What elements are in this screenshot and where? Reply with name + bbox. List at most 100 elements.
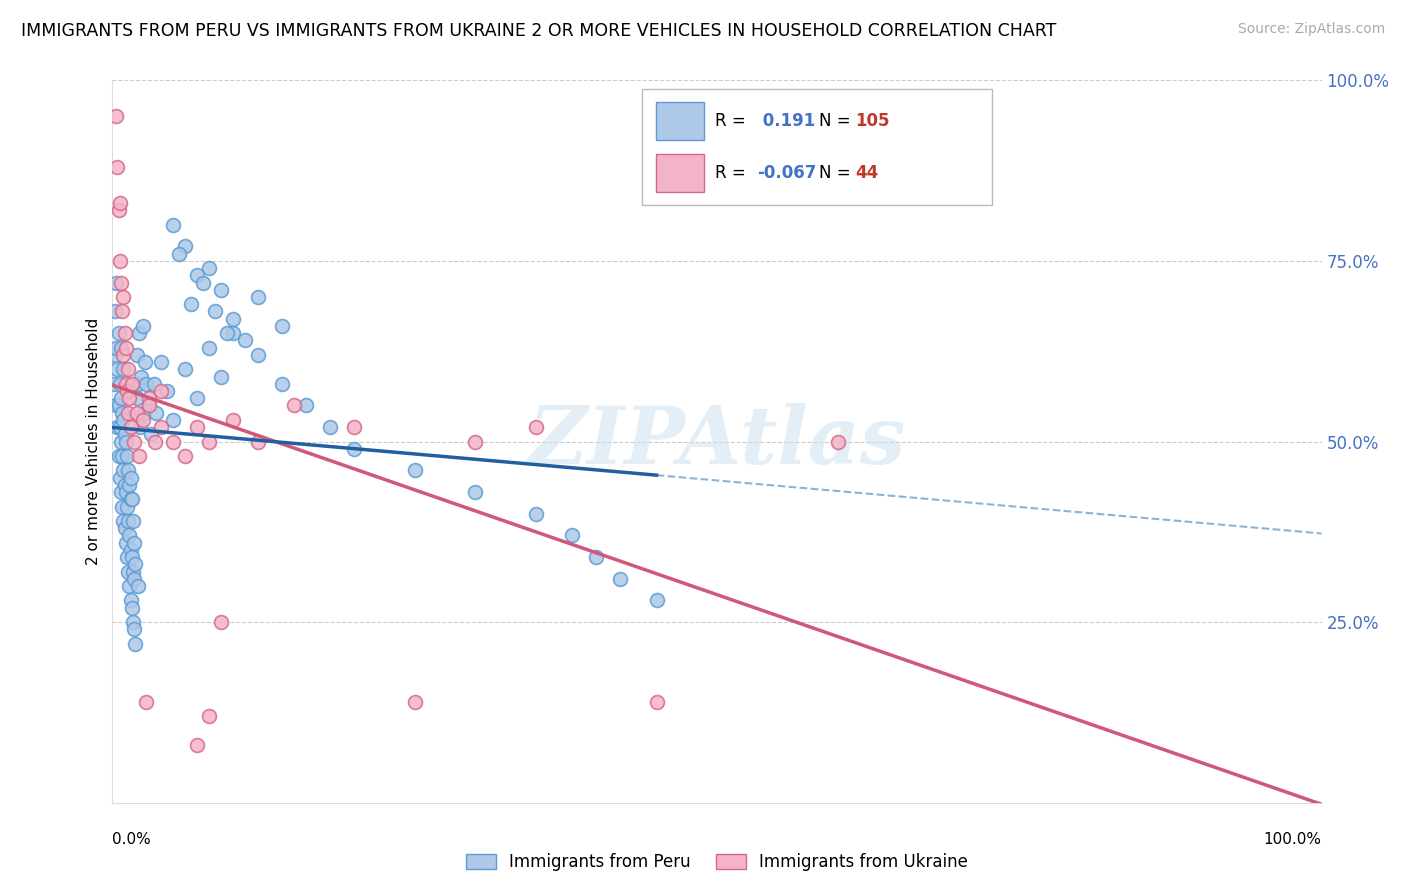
Point (114, 478, 136, 492)
Text: N =: N = (818, 164, 851, 182)
Point (120, 542, 142, 557)
Point (114, 434, 136, 449)
Point (186, 738, 208, 752)
Point (110, 485, 132, 500)
Point (110, 434, 132, 449)
Point (191, 276, 214, 290)
Point (108, 376, 131, 391)
Point (217, 326, 239, 340)
Point (124, 637, 146, 651)
Point (142, 376, 165, 391)
Point (645, 593, 668, 607)
Point (464, 434, 486, 449)
Point (114, 341, 136, 355)
Point (198, 709, 221, 723)
Point (114, 535, 136, 549)
Point (132, 318, 155, 333)
Point (120, 470, 142, 484)
Point (107, 326, 129, 340)
Point (283, 398, 305, 412)
Point (110, 276, 132, 290)
Point (112, 413, 135, 427)
Point (105, 398, 128, 412)
Point (343, 442, 366, 456)
Point (121, 376, 143, 391)
Point (222, 326, 245, 340)
Point (122, 623, 145, 637)
Point (174, 362, 197, 376)
Point (122, 434, 145, 449)
Point (120, 492, 142, 507)
Point (138, 398, 160, 412)
Point (117, 514, 139, 528)
Point (105, 341, 128, 355)
Point (122, 572, 145, 586)
Point (149, 420, 172, 434)
Point (118, 478, 141, 492)
Point (343, 420, 366, 434)
Point (108, 420, 131, 434)
Point (134, 355, 156, 369)
Point (174, 449, 197, 463)
Point (125, 348, 148, 362)
Point (270, 376, 292, 391)
Point (204, 304, 226, 318)
Point (135, 695, 157, 709)
Point (174, 239, 197, 253)
Point (162, 218, 184, 232)
Point (209, 615, 232, 630)
Point (162, 413, 184, 427)
Y-axis label: 2 or more Vehicles in Household: 2 or more Vehicles in Household (86, 318, 101, 566)
Point (112, 362, 135, 376)
Point (111, 304, 134, 318)
Point (121, 550, 143, 565)
Point (198, 341, 221, 355)
Point (111, 449, 134, 463)
Point (115, 550, 138, 565)
Point (180, 297, 202, 311)
Point (112, 290, 135, 304)
Point (127, 376, 149, 391)
Point (117, 406, 139, 420)
Point (107, 203, 129, 218)
Point (114, 485, 136, 500)
Text: 0.191: 0.191 (756, 112, 815, 130)
Point (117, 565, 139, 579)
Point (105, 276, 128, 290)
Text: 105: 105 (855, 112, 890, 130)
Point (127, 579, 149, 593)
Point (585, 550, 607, 565)
Point (111, 406, 134, 420)
Point (128, 449, 150, 463)
Point (135, 376, 157, 391)
Point (110, 391, 132, 405)
Point (404, 463, 426, 477)
Point (107, 398, 129, 412)
Point (121, 492, 143, 507)
Point (122, 565, 145, 579)
Point (524, 420, 547, 434)
Point (145, 406, 167, 420)
Point (108, 253, 131, 268)
Point (149, 384, 172, 398)
Point (404, 695, 426, 709)
Point (114, 326, 136, 340)
Point (246, 290, 269, 304)
Point (122, 615, 145, 630)
Point (118, 391, 141, 405)
Point (114, 376, 136, 391)
Point (132, 413, 155, 427)
Point (118, 579, 141, 593)
Point (132, 406, 155, 420)
Point (186, 391, 208, 405)
Point (561, 528, 583, 542)
Point (464, 485, 486, 500)
Point (121, 600, 143, 615)
Point (209, 369, 232, 384)
Text: -0.067: -0.067 (756, 164, 817, 182)
Point (645, 695, 668, 709)
Point (138, 391, 160, 405)
Point (138, 398, 160, 412)
Point (198, 261, 221, 276)
Point (120, 593, 142, 607)
